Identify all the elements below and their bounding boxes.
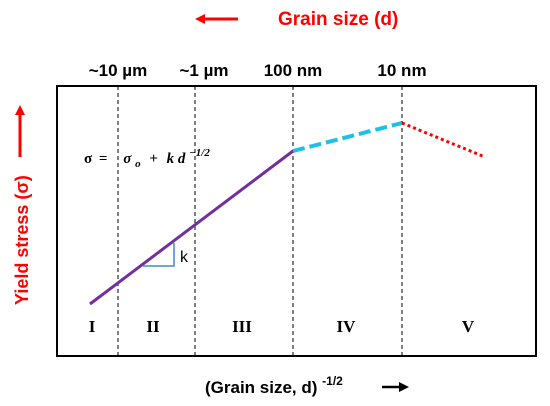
region-label-4: IV (337, 317, 357, 336)
equation-plus: + (149, 151, 158, 167)
top-axis-title: Grain size (d) (278, 9, 398, 30)
x-axis-title: (Grain size, d) -1/2 (205, 374, 343, 397)
region-label-3: III (232, 317, 252, 336)
grain-size-label-100nm: 100 nm (264, 61, 323, 80)
x-axis-title-text: (Grain size, d) (205, 378, 317, 397)
hall-petch-equation: σ = σ o + k d −1/2 (84, 147, 210, 171)
equation-k: k (167, 151, 175, 167)
grain-size-label-10nm: 10 nm (377, 61, 426, 80)
slope-label: k (180, 249, 189, 266)
hall-petch-line (89, 149, 294, 306)
svg-text:σ = σ o: σ = σ o + k d −1/2 (84, 147, 210, 171)
grain-size-label-1um: ~1 µm (179, 61, 228, 80)
region-label-2: II (146, 317, 160, 336)
transition-line (292, 121, 403, 153)
grain-size-label-10um: ~10 µm (89, 61, 147, 80)
region-label-5: V (462, 317, 475, 336)
equation-exponent: −1/2 (189, 147, 210, 159)
inverse-hall-petch-line (401, 121, 486, 159)
equation-sigma-sub: o (135, 158, 141, 170)
region-label-1: I (89, 317, 96, 336)
x-axis-title-exponent: -1/2 (322, 374, 343, 388)
equation-d: d (178, 151, 186, 167)
equation-sigma: σ (123, 151, 132, 167)
slope-triangle (143, 243, 175, 267)
plot-frame (56, 85, 537, 357)
y-axis-title: Yield stress (σ) (12, 175, 32, 305)
equation-equals: = (99, 151, 108, 167)
equation-lhs: σ (84, 151, 93, 167)
